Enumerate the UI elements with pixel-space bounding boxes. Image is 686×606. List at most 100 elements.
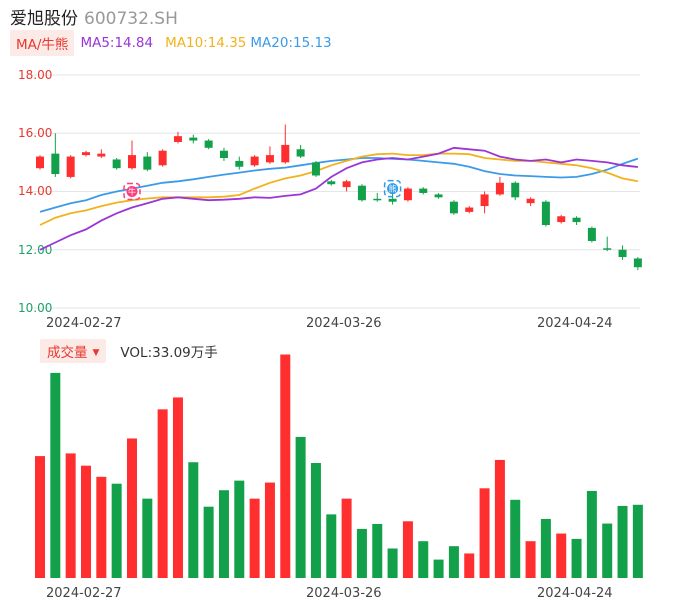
- candle-body: [66, 156, 75, 177]
- volume-bars: [35, 354, 643, 578]
- candle: [204, 139, 213, 150]
- candle: [235, 156, 244, 170]
- volume-bar: [494, 459, 505, 578]
- candle: [127, 140, 136, 170]
- candle-body: [143, 156, 152, 170]
- badge-frame: [123, 182, 141, 201]
- candle: [603, 236, 612, 252]
- x-tick-label: 2024-04-24: [537, 586, 613, 601]
- badge-dot: [387, 183, 399, 195]
- volume-bar: [341, 498, 352, 578]
- candle: [173, 131, 182, 144]
- candle-body: [311, 162, 320, 176]
- volume-bar: [35, 456, 45, 578]
- candle-body: [189, 137, 198, 141]
- y-tick-label: 12.00: [18, 243, 52, 257]
- candle: [327, 179, 336, 186]
- candle: [81, 150, 90, 157]
- candle: [633, 257, 642, 271]
- volume-bar: [556, 533, 567, 578]
- volume-value-label: VOL:33.09万手: [120, 345, 218, 361]
- candle: [373, 192, 382, 202]
- ma-toggle-button[interactable]: MA/牛熊: [10, 30, 75, 56]
- candle-body: [235, 160, 244, 167]
- candle: [618, 245, 627, 260]
- candle-body: [373, 198, 382, 201]
- ma5-label: MA5:14.84: [80, 35, 154, 51]
- candle: [143, 152, 152, 172]
- volume-bar: [218, 490, 229, 578]
- x-tick-label: 2024-02-27: [46, 586, 122, 601]
- candle-body: [480, 194, 489, 207]
- candle: [465, 206, 474, 214]
- candle-body: [388, 198, 397, 202]
- candle: [51, 133, 60, 177]
- y-tick-label: 18.00: [18, 68, 52, 82]
- candle-body: [204, 140, 213, 148]
- volume-bar: [387, 548, 398, 578]
- volume-bar: [464, 553, 475, 578]
- volume-bar: [602, 523, 613, 578]
- volume-selector-button[interactable]: 成交量 ▼: [40, 339, 107, 363]
- candle-body: [465, 207, 474, 212]
- candle: [495, 176, 504, 196]
- candle-body: [526, 198, 535, 204]
- volume-bar: [433, 559, 444, 578]
- stock-code: 600732.SH: [84, 9, 178, 29]
- candle-body: [572, 217, 581, 223]
- candle-body: [281, 144, 290, 163]
- candle: [419, 187, 428, 195]
- candle: [572, 216, 581, 225]
- candle-body: [633, 258, 642, 268]
- candle-body: [541, 201, 550, 225]
- candle: [36, 155, 44, 170]
- candle-body: [36, 156, 44, 169]
- candle-body: [327, 181, 336, 185]
- volume-bar: [372, 523, 383, 578]
- candle: [281, 124, 290, 164]
- candle-body: [603, 248, 612, 250]
- candle-body: [449, 201, 458, 214]
- ma-legend: MA/牛熊 MA5:14.84 MA10:14.35 MA20:15.13: [10, 30, 332, 56]
- ma20-label: MA20:15.13: [250, 35, 332, 51]
- candle: [311, 160, 320, 177]
- candle: [388, 192, 397, 205]
- volume-bar: [402, 521, 413, 578]
- volume-bar: [203, 506, 214, 578]
- x-tick-label: 2024-04-24: [537, 316, 613, 331]
- volume-selector-label: 成交量: [47, 345, 88, 361]
- candle-body: [127, 155, 136, 169]
- candle: [265, 146, 274, 164]
- volume-bar: [280, 354, 291, 578]
- badge-glyph: 牛: [128, 187, 136, 197]
- x-tick-label: 2024-03-26: [306, 586, 382, 601]
- candle-body: [557, 216, 566, 223]
- candle: [541, 200, 550, 227]
- x-tick-label: 2024-02-27: [46, 316, 122, 331]
- volume-bar: [50, 372, 61, 578]
- y-tick-label: 16.00: [18, 126, 52, 140]
- volume-bar: [525, 541, 536, 578]
- candle: [219, 147, 228, 161]
- volume-bar: [65, 453, 76, 578]
- candle-body: [265, 155, 274, 163]
- candle: [342, 179, 351, 192]
- badge-dot: [126, 186, 138, 197]
- ma-lines: [39, 146, 639, 251]
- candle-body: [587, 227, 596, 242]
- bear-badge-icon: 熊: [383, 179, 402, 198]
- candle-body: [495, 182, 504, 195]
- volume-bar: [80, 465, 91, 578]
- candle: [250, 155, 259, 167]
- ma10-label: MA10:14.35: [165, 35, 247, 51]
- volume-bar: [111, 483, 122, 578]
- candle: [434, 192, 443, 199]
- candle-body: [434, 194, 443, 198]
- price-grid: [32, 74, 640, 309]
- markers: 牛熊: [123, 179, 402, 201]
- candle-body: [296, 149, 305, 157]
- badge-frame: [383, 179, 402, 198]
- candle-body: [219, 150, 228, 159]
- candle-body: [81, 152, 90, 156]
- volume-bar: [264, 482, 275, 578]
